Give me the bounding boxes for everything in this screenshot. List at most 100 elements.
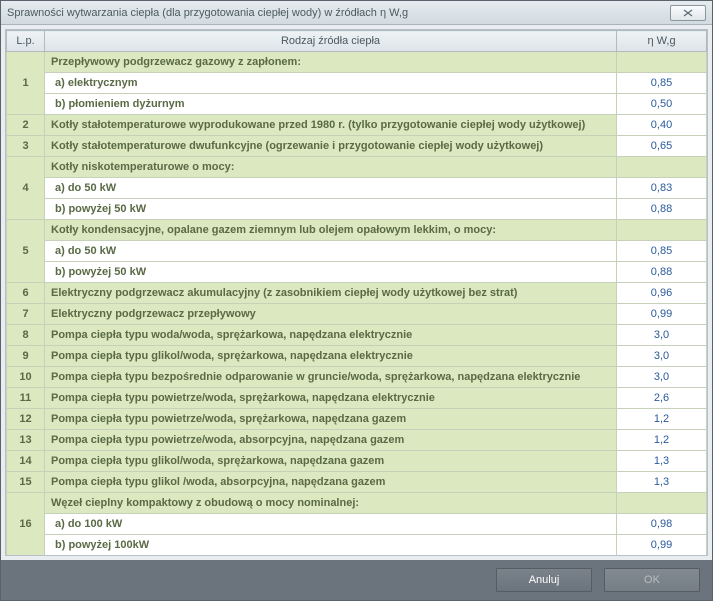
efficiency-table: L.p. Rodzaj źródła ciepła η W,g 1Przepły… — [6, 30, 707, 555]
table-row[interactable]: b) powyżej 50 kW0,88 — [7, 199, 707, 220]
content-area: L.p. Rodzaj źródła ciepła η W,g 1Przepły… — [1, 25, 712, 560]
lp-cell: 11 — [7, 388, 45, 409]
row-label: Kotły stałotemperaturowe wyprodukowane p… — [45, 115, 617, 136]
row-label: Pompa ciepła typu glikol/woda, sprężarko… — [45, 451, 617, 472]
table-row[interactable]: 9Pompa ciepła typu glikol/woda, sprężark… — [7, 346, 707, 367]
lp-cell: 4 — [7, 157, 45, 220]
table-row[interactable]: b) powyżej 50 kW0,88 — [7, 262, 707, 283]
value-cell: 0,50 — [617, 94, 707, 115]
row-label: Pompa ciepła typu woda/woda, sprężarkowa… — [45, 325, 617, 346]
lp-cell: 12 — [7, 409, 45, 430]
value-cell: 3,0 — [617, 325, 707, 346]
table-row[interactable]: 1Przepływowy podgrzewacz gazowy z zapłon… — [7, 52, 707, 73]
table-row[interactable]: 11Pompa ciepła typu powietrze/woda, sprę… — [7, 388, 707, 409]
group-header: Węzeł cieplny kompaktowy z obudową o moc… — [45, 493, 617, 514]
lp-cell: 1 — [7, 52, 45, 115]
close-icon — [682, 9, 694, 17]
table-row[interactable]: a) do 50 kW0,83 — [7, 178, 707, 199]
value-cell: 0,96 — [617, 283, 707, 304]
value-cell: 0,99 — [617, 304, 707, 325]
value-cell: 1,2 — [617, 430, 707, 451]
value-cell: 0,88 — [617, 199, 707, 220]
row-label: Pompa ciepła typu powietrze/woda, spręża… — [45, 388, 617, 409]
row-label: Pompa ciepła typu powietrze/woda, spręża… — [45, 409, 617, 430]
lp-cell: 8 — [7, 325, 45, 346]
value-cell: 0,40 — [617, 115, 707, 136]
row-label: Pompa ciepła typu glikol /woda, absorpcy… — [45, 472, 617, 493]
col-header-desc[interactable]: Rodzaj źródła ciepła — [45, 31, 617, 52]
lp-cell: 15 — [7, 472, 45, 493]
titlebar: Sprawności wytwarzania ciepła (dla przyg… — [1, 1, 712, 25]
dialog-footer: Anuluj OK — [1, 560, 712, 600]
table-row[interactable]: 6Elektryczny podgrzewacz akumulacyjny (z… — [7, 283, 707, 304]
table-row[interactable]: 3Kotły stałotemperaturowe dwufunkcyjne (… — [7, 136, 707, 157]
sub-label: a) do 100 kW — [45, 514, 617, 535]
table-row[interactable]: b) powyżej 100kW0,99 — [7, 535, 707, 556]
group-header-val — [617, 493, 707, 514]
table-row[interactable]: 4Kotły niskotemperaturowe o mocy: — [7, 157, 707, 178]
table-row[interactable]: 2Kotły stałotemperaturowe wyprodukowane … — [7, 115, 707, 136]
value-cell: 1,3 — [617, 451, 707, 472]
value-cell: 0,85 — [617, 73, 707, 94]
sub-label: b) powyżej 100kW — [45, 535, 617, 556]
row-label: Elektryczny podgrzewacz przepływowy — [45, 304, 617, 325]
row-label: Pompa ciepła typu bezpośrednie odparowan… — [45, 367, 617, 388]
table-container: L.p. Rodzaj źródła ciepła η W,g 1Przepły… — [5, 29, 708, 556]
close-button[interactable] — [670, 5, 706, 21]
table-row[interactable]: 12Pompa ciepła typu powietrze/woda, sprę… — [7, 409, 707, 430]
table-scroll[interactable]: L.p. Rodzaj źródła ciepła η W,g 1Przepły… — [6, 30, 707, 555]
row-label: Pompa ciepła typu glikol/woda, sprężarko… — [45, 346, 617, 367]
table-row[interactable]: 16Węzeł cieplny kompaktowy z obudową o m… — [7, 493, 707, 514]
ok-button: OK — [604, 568, 700, 592]
group-header-val — [617, 52, 707, 73]
lp-cell: 9 — [7, 346, 45, 367]
row-label: Pompa ciepła typu powietrze/woda, absorp… — [45, 430, 617, 451]
group-header: Przepływowy podgrzewacz gazowy z zapłone… — [45, 52, 617, 73]
table-row[interactable]: 7Elektryczny podgrzewacz przepływowy0,99 — [7, 304, 707, 325]
lp-cell: 10 — [7, 367, 45, 388]
table-row[interactable]: a) elektrycznym0,85 — [7, 73, 707, 94]
sub-label: a) do 50 kW — [45, 178, 617, 199]
table-row[interactable]: 10Pompa ciepła typu bezpośrednie odparow… — [7, 367, 707, 388]
value-cell: 3,0 — [617, 346, 707, 367]
window-title: Sprawności wytwarzania ciepła (dla przyg… — [7, 7, 670, 19]
lp-cell: 3 — [7, 136, 45, 157]
table-row[interactable]: b) płomieniem dyżurnym0,50 — [7, 94, 707, 115]
sub-label: b) powyżej 50 kW — [45, 262, 617, 283]
row-label: Kotły stałotemperaturowe dwufunkcyjne (o… — [45, 136, 617, 157]
value-cell: 0,98 — [617, 514, 707, 535]
dialog-window: Sprawności wytwarzania ciepła (dla przyg… — [0, 0, 713, 601]
lp-cell: 6 — [7, 283, 45, 304]
value-cell: 1,2 — [617, 409, 707, 430]
col-header-val[interactable]: η W,g — [617, 31, 707, 52]
lp-cell: 5 — [7, 220, 45, 283]
sub-label: a) elektrycznym — [45, 73, 617, 94]
cancel-button[interactable]: Anuluj — [496, 568, 592, 592]
group-header-val — [617, 157, 707, 178]
value-cell: 0,65 — [617, 136, 707, 157]
lp-cell: 7 — [7, 304, 45, 325]
sub-label: b) płomieniem dyżurnym — [45, 94, 617, 115]
col-header-lp[interactable]: L.p. — [7, 31, 45, 52]
table-row[interactable]: a) do 100 kW0,98 — [7, 514, 707, 535]
group-header-val — [617, 220, 707, 241]
value-cell: 0,99 — [617, 535, 707, 556]
table-row[interactable]: 15Pompa ciepła typu glikol /woda, absorp… — [7, 472, 707, 493]
value-cell: 0,85 — [617, 241, 707, 262]
table-row[interactable]: 14Pompa ciepła typu glikol/woda, sprężar… — [7, 451, 707, 472]
lp-cell: 13 — [7, 430, 45, 451]
value-cell: 0,83 — [617, 178, 707, 199]
row-label: Elektryczny podgrzewacz akumulacyjny (z … — [45, 283, 617, 304]
value-cell: 2,6 — [617, 388, 707, 409]
table-row[interactable]: 8Pompa ciepła typu woda/woda, sprężarkow… — [7, 325, 707, 346]
group-header: Kotły kondensacyjne, opalane gazem ziemn… — [45, 220, 617, 241]
lp-cell: 2 — [7, 115, 45, 136]
table-row[interactable]: 5Kotły kondensacyjne, opalane gazem ziem… — [7, 220, 707, 241]
lp-cell: 16 — [7, 493, 45, 556]
lp-cell: 14 — [7, 451, 45, 472]
sub-label: b) powyżej 50 kW — [45, 199, 617, 220]
table-row[interactable]: a) do 50 kW0,85 — [7, 241, 707, 262]
table-row[interactable]: 13Pompa ciepła typu powietrze/woda, abso… — [7, 430, 707, 451]
group-header: Kotły niskotemperaturowe o mocy: — [45, 157, 617, 178]
value-cell: 0,88 — [617, 262, 707, 283]
